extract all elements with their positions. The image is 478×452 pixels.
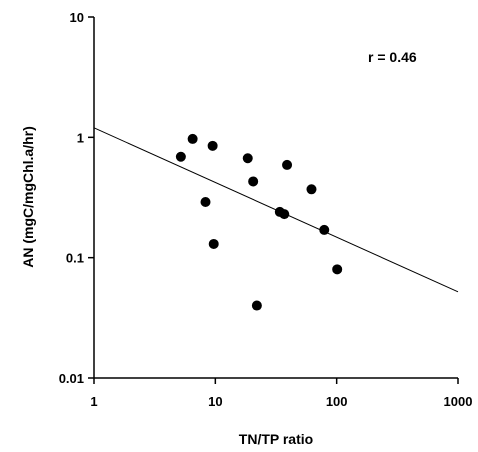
data-point (332, 264, 343, 275)
data-point (306, 184, 317, 195)
data-points (175, 133, 343, 311)
data-point (282, 159, 293, 170)
data-point (207, 140, 218, 151)
x-tick-label: 1 (90, 394, 97, 409)
data-point (200, 197, 211, 208)
x-axis-ticks: 1 10 100 1000 (90, 378, 472, 409)
data-point (248, 176, 259, 187)
y-tick-label: 10 (70, 10, 84, 25)
data-point (175, 151, 186, 162)
data-point (279, 209, 290, 220)
y-axis-ticks: 0.01 0.1 1 10 (59, 10, 94, 386)
plot-area (93, 17, 458, 379)
x-tick-label: 100 (326, 394, 348, 409)
x-tick-label: 1000 (444, 394, 473, 409)
data-point (242, 153, 253, 164)
x-axis-title: TN/TP ratio (239, 431, 313, 447)
y-axis-title: AN (mgC/mgChl.a/hr) (20, 126, 36, 268)
data-point (319, 224, 330, 235)
data-point (251, 300, 262, 311)
data-point (187, 133, 198, 144)
data-point (208, 238, 219, 249)
y-tick-label: 1 (77, 130, 84, 145)
y-tick-label: 0.1 (66, 251, 84, 266)
y-tick-label: 0.01 (59, 371, 84, 386)
x-tick-label: 10 (208, 394, 222, 409)
correlation-annotation: r = 0.46 (368, 49, 417, 65)
